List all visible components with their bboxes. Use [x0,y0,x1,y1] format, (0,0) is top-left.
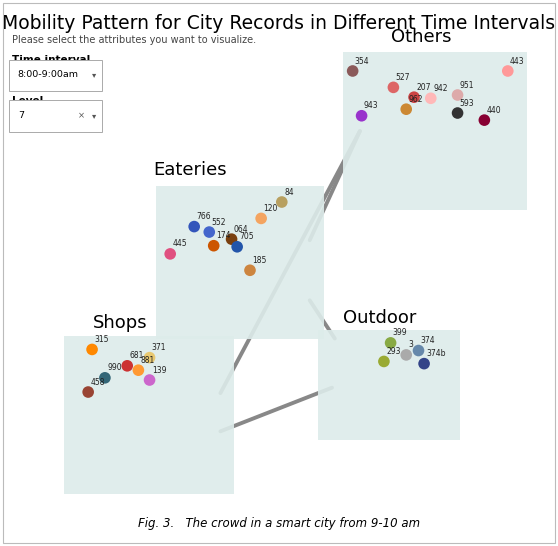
Point [145,376,154,384]
Point [233,242,242,251]
Text: 174: 174 [216,232,230,240]
Text: Eateries: Eateries [153,161,227,179]
Point [205,228,214,236]
Text: 399: 399 [393,329,407,337]
Text: 527: 527 [396,73,410,82]
Point [145,353,154,362]
Text: Mobility Pattern for City Records in Different Time Intervals: Mobility Pattern for City Records in Dif… [2,14,556,33]
Text: 207: 207 [416,83,431,92]
Text: 962: 962 [408,95,423,104]
Text: 354: 354 [355,57,369,66]
Text: 593: 593 [460,99,474,108]
Text: 942: 942 [433,84,448,93]
Text: 881: 881 [141,356,155,365]
Text: 374: 374 [421,336,435,345]
Point [379,357,388,366]
Text: 315: 315 [94,335,109,344]
Text: 185: 185 [252,256,267,265]
Point [426,94,435,103]
FancyBboxPatch shape [64,336,234,494]
Point [257,214,266,223]
FancyBboxPatch shape [9,100,102,132]
Text: 064: 064 [234,225,248,234]
Point [453,109,462,117]
Point [480,116,489,124]
Point [134,366,143,375]
Text: Fig. 3.   The crowd in a smart city from 9-10 am: Fig. 3. The crowd in a smart city from 9… [138,517,420,530]
Text: 766: 766 [196,212,211,221]
Text: 371: 371 [152,343,166,352]
Text: 293: 293 [386,347,401,356]
Text: 681: 681 [129,352,144,360]
Text: 458: 458 [90,378,105,387]
Point [420,359,429,368]
Point [209,241,218,250]
Point [402,105,411,114]
Text: 445: 445 [172,240,187,248]
Point [84,388,93,396]
Point [166,250,175,258]
Text: Outdoor: Outdoor [343,308,416,327]
Point [357,111,366,120]
Text: 951: 951 [460,81,474,90]
Point [402,351,411,359]
Text: ×: × [78,111,84,120]
Text: Shops: Shops [93,314,147,332]
Point [88,345,97,354]
Text: 7: 7 [18,111,24,120]
FancyBboxPatch shape [343,52,527,210]
Point [453,91,462,99]
Point [190,222,199,231]
Text: 705: 705 [239,233,254,241]
Text: Time interval: Time interval [12,55,90,64]
Text: 443: 443 [510,57,525,66]
Text: 84: 84 [284,188,294,197]
Point [503,67,512,75]
Point [123,361,132,370]
Text: Please select the attributes you want to visualize.: Please select the attributes you want to… [12,35,257,45]
Text: ▾: ▾ [92,111,96,120]
Text: 3: 3 [408,341,413,349]
Point [389,83,398,92]
Point [227,235,236,244]
Point [100,373,109,382]
Point [246,266,254,275]
Text: 374b: 374b [426,349,446,358]
Point [410,93,418,102]
Text: Others: Others [391,28,451,46]
Text: 552: 552 [211,218,226,227]
Text: 440: 440 [487,106,501,115]
Point [414,346,423,355]
Point [277,198,286,206]
FancyBboxPatch shape [318,330,460,440]
Text: ▾: ▾ [92,70,96,79]
FancyBboxPatch shape [156,186,324,339]
FancyBboxPatch shape [9,60,102,91]
Text: Level: Level [12,96,44,105]
Text: 990: 990 [107,364,122,372]
Text: 943: 943 [364,102,378,110]
Point [348,67,357,75]
Text: 139: 139 [152,366,166,375]
Point [386,339,395,347]
Text: 120: 120 [263,204,278,213]
Text: 8:00-9:00am: 8:00-9:00am [18,70,79,79]
